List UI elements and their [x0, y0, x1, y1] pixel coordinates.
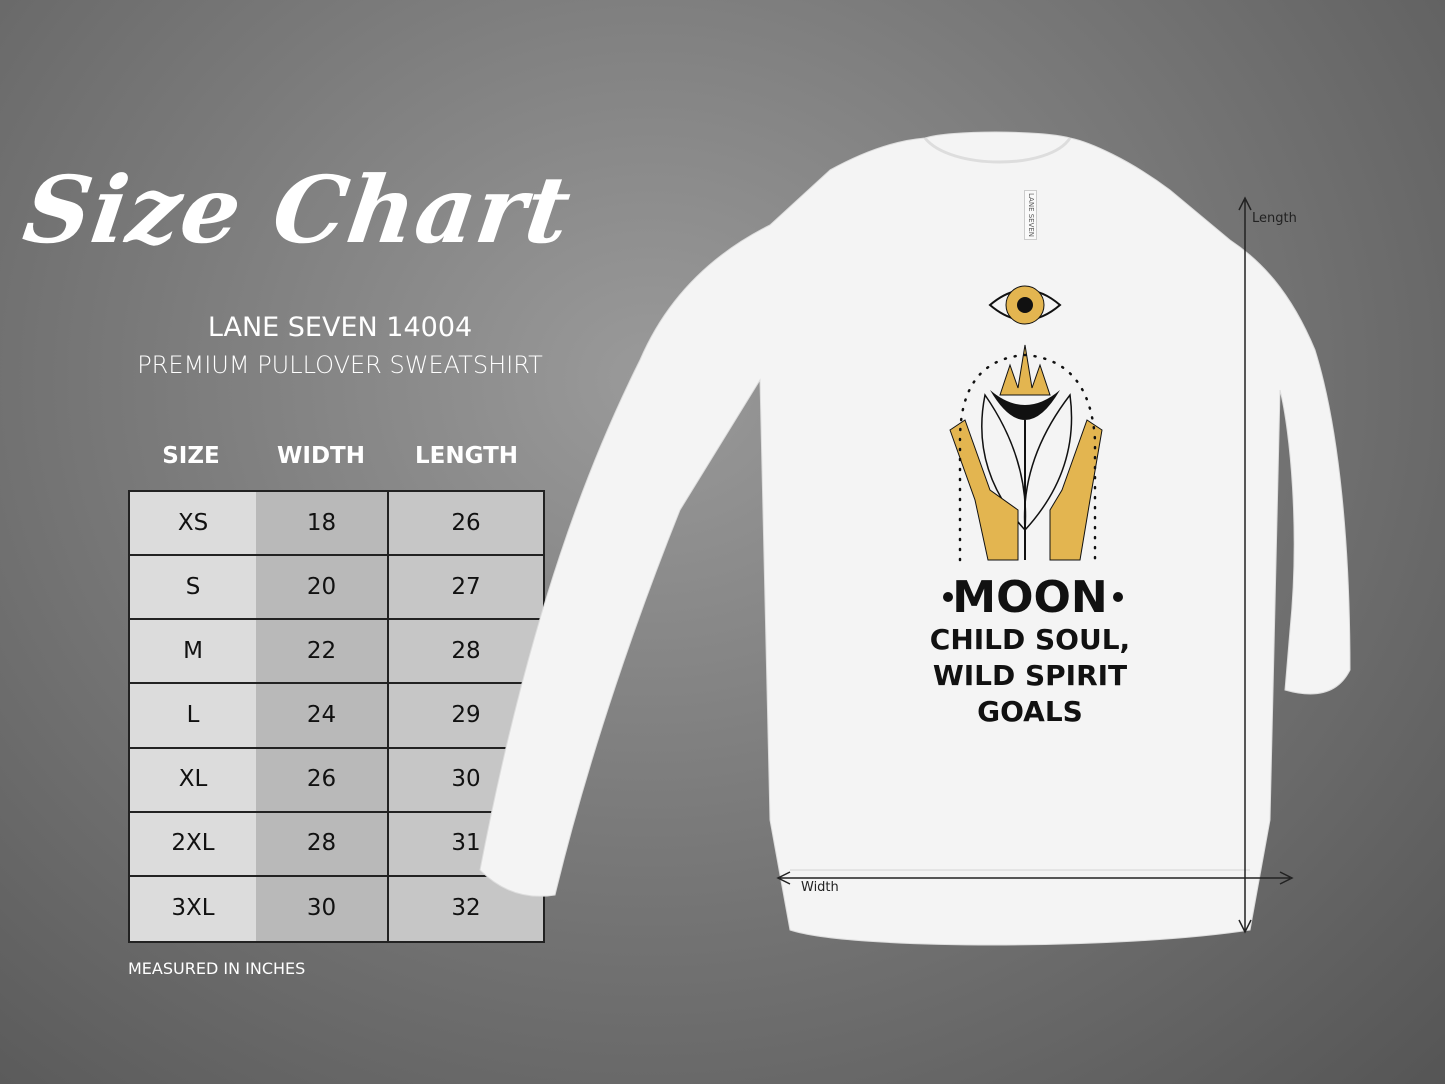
print-line-1: MOON — [952, 572, 1108, 623]
length-label: Length — [1252, 211, 1297, 226]
star-icon — [1113, 592, 1123, 602]
width-cell: 30 — [256, 876, 389, 941]
header-length: LENGTH — [414, 443, 519, 469]
width-label: Width — [801, 880, 839, 895]
width-cell: 24 — [256, 684, 389, 749]
header-width: WIDTH — [277, 443, 365, 469]
print-line-4: GOALS — [977, 695, 1083, 728]
size-cell: 3XL — [130, 876, 256, 941]
print-graphic — [943, 285, 1123, 602]
print-line-2: CHILD SOUL, — [929, 623, 1131, 656]
width-cell: 28 — [256, 812, 389, 877]
size-cell: L — [130, 684, 256, 749]
width-cell: 22 — [256, 620, 389, 685]
garment-tag: LANE SEVEN — [1024, 190, 1037, 241]
size-table: XS 18 26 S 20 27 M 22 28 L 24 29 XL 26 30 2XL 28 31 3XL 30 3… — [128, 490, 545, 943]
size-cell: XS — [130, 492, 256, 557]
product-model: LANE SEVEN 14004 — [207, 312, 473, 343]
size-cell: M — [130, 620, 256, 685]
units-note: MEASURED IN INCHES — [128, 959, 306, 978]
size-cell: S — [130, 556, 256, 621]
width-arrow — [776, 871, 1294, 885]
length-arrow — [1238, 196, 1252, 934]
width-cell: 26 — [256, 748, 389, 813]
size-cell: 2XL — [130, 812, 256, 877]
length-cell: 28 — [389, 620, 543, 685]
sweatshirt-image — [479, 131, 1351, 946]
length-cell: 27 — [389, 556, 543, 621]
star-icon — [943, 592, 953, 602]
width-cell: 18 — [256, 492, 389, 557]
header-size: SIZE — [162, 443, 220, 469]
product-subtitle: PREMIUM PULLOVER SWEATSHIRT — [137, 351, 543, 379]
width-cell: 20 — [256, 556, 389, 621]
length-cell: 26 — [389, 492, 543, 557]
print-line-3: WILD SPIRIT — [932, 659, 1128, 692]
size-cell: XL — [130, 748, 256, 813]
